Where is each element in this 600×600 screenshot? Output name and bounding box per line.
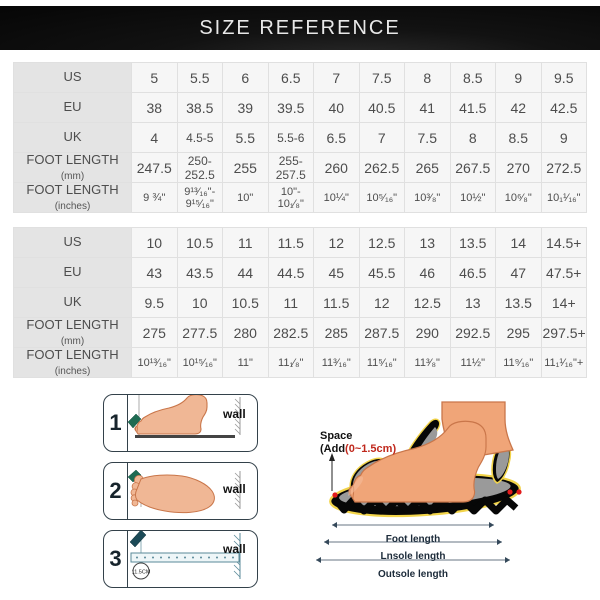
svg-text:11.5CM: 11.5CM bbox=[132, 570, 151, 576]
svg-text:wall: wall bbox=[222, 407, 246, 421]
svg-text:wall: wall bbox=[222, 482, 246, 496]
svg-text:wall: wall bbox=[222, 542, 246, 556]
